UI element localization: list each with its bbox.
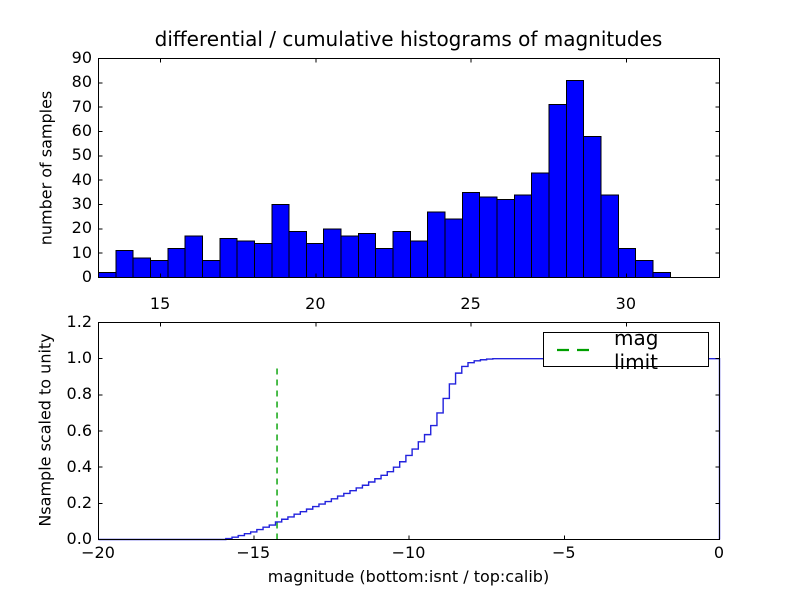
- x-tick-label: −15: [236, 543, 271, 562]
- x-tick-label: −20: [81, 543, 115, 562]
- histogram-bar: [271, 204, 290, 278]
- top-axis-tick-label: 20: [305, 294, 326, 313]
- cumulative-step-curve: [98, 357, 721, 541]
- y-tick-label: 30: [71, 194, 92, 213]
- histogram-bar: [184, 235, 203, 279]
- histogram-bars: [98, 79, 671, 279]
- y-tick-label: 40: [71, 169, 92, 189]
- y-tick-label: 10: [71, 242, 92, 262]
- top-axis-tick-label: 30: [615, 294, 637, 313]
- axes-frame: [98, 322, 720, 540]
- bottom-y-axis-label: Nsample scaled to unity: [35, 333, 55, 527]
- histogram-bar: [513, 194, 533, 279]
- histogram-bar: [288, 230, 307, 279]
- histogram-bar: [98, 272, 117, 279]
- differential-histogram-plot: [98, 58, 720, 279]
- histogram-bar: [652, 272, 671, 279]
- histogram-bar: [115, 250, 134, 278]
- histogram-bar: [479, 196, 498, 278]
- histogram-bar: [149, 259, 169, 279]
- y-tick-label: 0: [81, 267, 92, 286]
- histogram-bar: [427, 211, 446, 278]
- top-axis-tick-label: 25: [460, 294, 481, 313]
- histogram-bar: [201, 259, 221, 279]
- y-tick-label: 0.0: [66, 529, 92, 548]
- y-tick-label: 0.2: [66, 492, 92, 512]
- y-tick-label: 20: [71, 218, 92, 238]
- histogram-bar: [409, 240, 429, 278]
- histogram-bar: [375, 247, 394, 279]
- histogram-bar: [461, 191, 481, 278]
- histogram-bar: [565, 79, 585, 279]
- axes-frame: [98, 58, 720, 278]
- legend-box: mag limit: [543, 326, 709, 374]
- histogram-bar: [583, 135, 602, 279]
- histogram-bar: [132, 257, 151, 278]
- bottom-x-axis-label: magnitude (bottom:isnt / top:calib): [267, 567, 550, 586]
- histogram-bar: [167, 247, 186, 279]
- histogram-bar: [236, 240, 255, 278]
- histogram-bar: [600, 194, 619, 279]
- legend-dashed-line-icon: [557, 348, 596, 351]
- histogram-bar: [323, 228, 342, 278]
- y-tick-label: 90: [71, 48, 92, 67]
- y-tick-label: 0.6: [66, 420, 92, 440]
- top-y-axis-label: number of samples: [36, 90, 56, 246]
- top-axis-tick-label: 15: [149, 294, 171, 313]
- y-tick-label: 0.4: [66, 456, 92, 476]
- histogram-bar: [392, 230, 411, 279]
- histogram-bar: [617, 247, 637, 279]
- y-tick-label: 80: [71, 72, 92, 92]
- histogram-bar: [548, 104, 567, 279]
- histogram-bar: [531, 172, 550, 278]
- y-tick-label: 0.8: [66, 384, 92, 404]
- x-tick-label: −5: [551, 543, 576, 562]
- y-tick-label: 1.0: [66, 348, 92, 368]
- histogram-bar: [357, 233, 377, 278]
- histogram-bar: [635, 259, 654, 279]
- chart-title: differential / cumulative histograms of …: [154, 27, 663, 51]
- legend-label: mag limit: [614, 325, 659, 374]
- y-tick-label: 1.2: [66, 312, 92, 331]
- histogram-bar: [305, 242, 325, 278]
- histogram-bar: [253, 242, 273, 278]
- y-tick-label: 50: [71, 145, 92, 165]
- y-tick-label: 70: [71, 96, 92, 116]
- y-tick-label: 60: [71, 121, 92, 140]
- x-tick-label: 0: [713, 543, 725, 562]
- histogram-bar: [340, 235, 359, 279]
- cumulative-histogram-plot: [98, 322, 721, 541]
- histogram-bar: [444, 218, 463, 279]
- histogram-bar: [496, 199, 515, 279]
- x-tick-label: −10: [391, 543, 426, 562]
- histogram-bar: [219, 238, 238, 279]
